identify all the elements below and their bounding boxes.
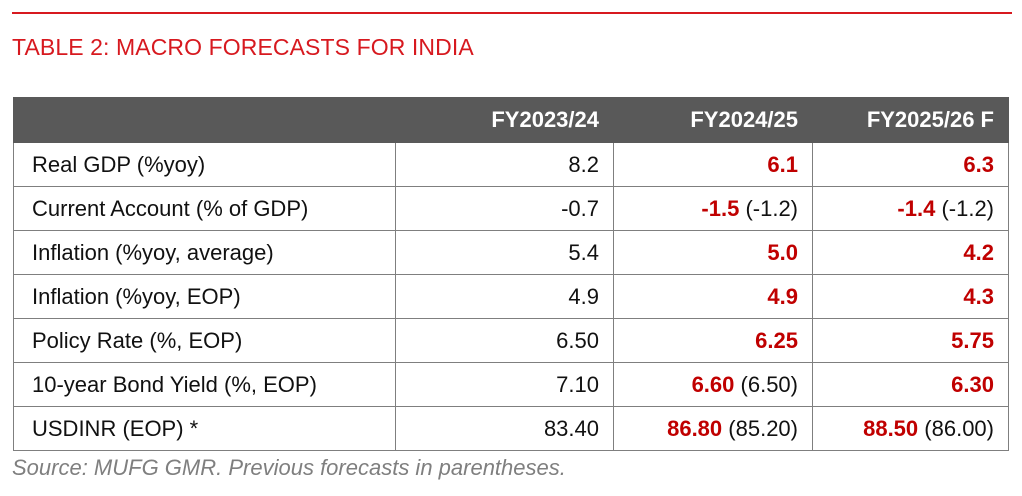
forecast-value: 4.2 [963, 239, 994, 265]
value-fy2023-24: 4.9 [395, 274, 614, 319]
previous-forecast: (-1.2) [745, 195, 798, 221]
row-current-account: Current Account (% of GDP) -0.7 -1.5 (-1… [13, 186, 1009, 231]
value-fy2023-24: 83.40 [395, 406, 614, 451]
value-fy2024-25: 6.25 [613, 318, 813, 363]
forecast-value: 6.30 [951, 371, 994, 397]
value-fy2025-26: 88.50 (86.00) [812, 406, 1009, 451]
value-fy2023-24: 7.10 [395, 362, 614, 407]
row-label: 10-year Bond Yield (%, EOP) [13, 362, 396, 407]
row-label: Policy Rate (%, EOP) [13, 318, 396, 363]
header-row: FY2023/24 FY2024/25 FY2025/26 F [13, 97, 1009, 143]
forecast-value: -1.4 [897, 195, 936, 221]
value-fy2024-25: 6.1 [613, 142, 813, 187]
row-policy-rate: Policy Rate (%, EOP) 6.50 6.25 5.75 [13, 318, 1009, 363]
row-real-gdp: Real GDP (%yoy) 8.2 6.1 6.3 [13, 142, 1009, 187]
header-fy2024-25: FY2024/25 [613, 97, 813, 143]
top-rule [12, 12, 1012, 14]
row-inflation-average: Inflation (%yoy, average) 5.4 5.0 4.2 [13, 230, 1009, 275]
forecast-value: 5.75 [951, 327, 994, 353]
value-fy2024-25: 86.80 (85.20) [613, 406, 813, 451]
value-fy2023-24: 8.2 [395, 142, 614, 187]
row-label: Inflation (%yoy, EOP) [13, 274, 396, 319]
row-inflation-eop: Inflation (%yoy, EOP) 4.9 4.9 4.3 [13, 274, 1009, 319]
row-label: Real GDP (%yoy) [13, 142, 396, 187]
forecast-value: 88.50 [863, 415, 919, 441]
value-fy2025-26: 5.75 [812, 318, 1009, 363]
macro-forecast-table: FY2023/24 FY2024/25 FY2025/26 F Real GDP… [13, 97, 1009, 451]
value-fy2023-24: 6.50 [395, 318, 614, 363]
forecast-value: 4.3 [963, 283, 994, 309]
value-fy2024-25: 6.60 (6.50) [613, 362, 813, 407]
value-fy2025-26: -1.4 (-1.2) [812, 186, 1009, 231]
value-fy2024-25: 4.9 [613, 274, 813, 319]
forecast-value: 6.3 [963, 151, 994, 177]
value-fy2024-25: -1.5 (-1.2) [613, 186, 813, 231]
value-fy2023-24: 5.4 [395, 230, 614, 275]
forecast-value: 5.0 [767, 239, 798, 265]
previous-forecast: (6.50) [740, 371, 798, 397]
header-fy2025-26: FY2025/26 F [812, 97, 1009, 143]
value-fy2025-26: 6.30 [812, 362, 1009, 407]
source-note: Source: MUFG GMR. Previous forecasts in … [12, 455, 566, 480]
forecast-value: 6.60 [691, 371, 735, 397]
table-header: FY2023/24 FY2024/25 FY2025/26 F [13, 97, 1009, 143]
previous-forecast: (-1.2) [941, 195, 994, 221]
forecast-value: 86.80 [667, 415, 723, 441]
table-body: Real GDP (%yoy) 8.2 6.1 6.3 Current Acco… [13, 142, 1009, 451]
value-fy2025-26: 4.3 [812, 274, 1009, 319]
row-label: Current Account (% of GDP) [13, 186, 396, 231]
forecast-value: 4.9 [767, 283, 798, 309]
forecast-value: 6.25 [755, 327, 798, 353]
row-label: USDINR (EOP) * [13, 406, 396, 451]
forecast-value: 6.1 [767, 151, 798, 177]
value-fy2025-26: 4.2 [812, 230, 1009, 275]
row-label: Inflation (%yoy, average) [13, 230, 396, 275]
table-title: TABLE 2: MACRO FORECASTS FOR INDIA [12, 34, 474, 60]
header-blank [13, 97, 396, 143]
forecast-value: -1.5 [701, 195, 740, 221]
value-fy2025-26: 6.3 [812, 142, 1009, 187]
previous-forecast: (85.20) [728, 415, 798, 441]
row-bond-yield: 10-year Bond Yield (%, EOP) 7.10 6.60 (6… [13, 362, 1009, 407]
row-usdinr: USDINR (EOP) * 83.40 86.80 (85.20) 88.50… [13, 406, 1009, 451]
value-fy2024-25: 5.0 [613, 230, 813, 275]
header-fy2023-24: FY2023/24 [395, 97, 614, 143]
value-fy2023-24: -0.7 [395, 186, 614, 231]
previous-forecast: (86.00) [924, 415, 994, 441]
